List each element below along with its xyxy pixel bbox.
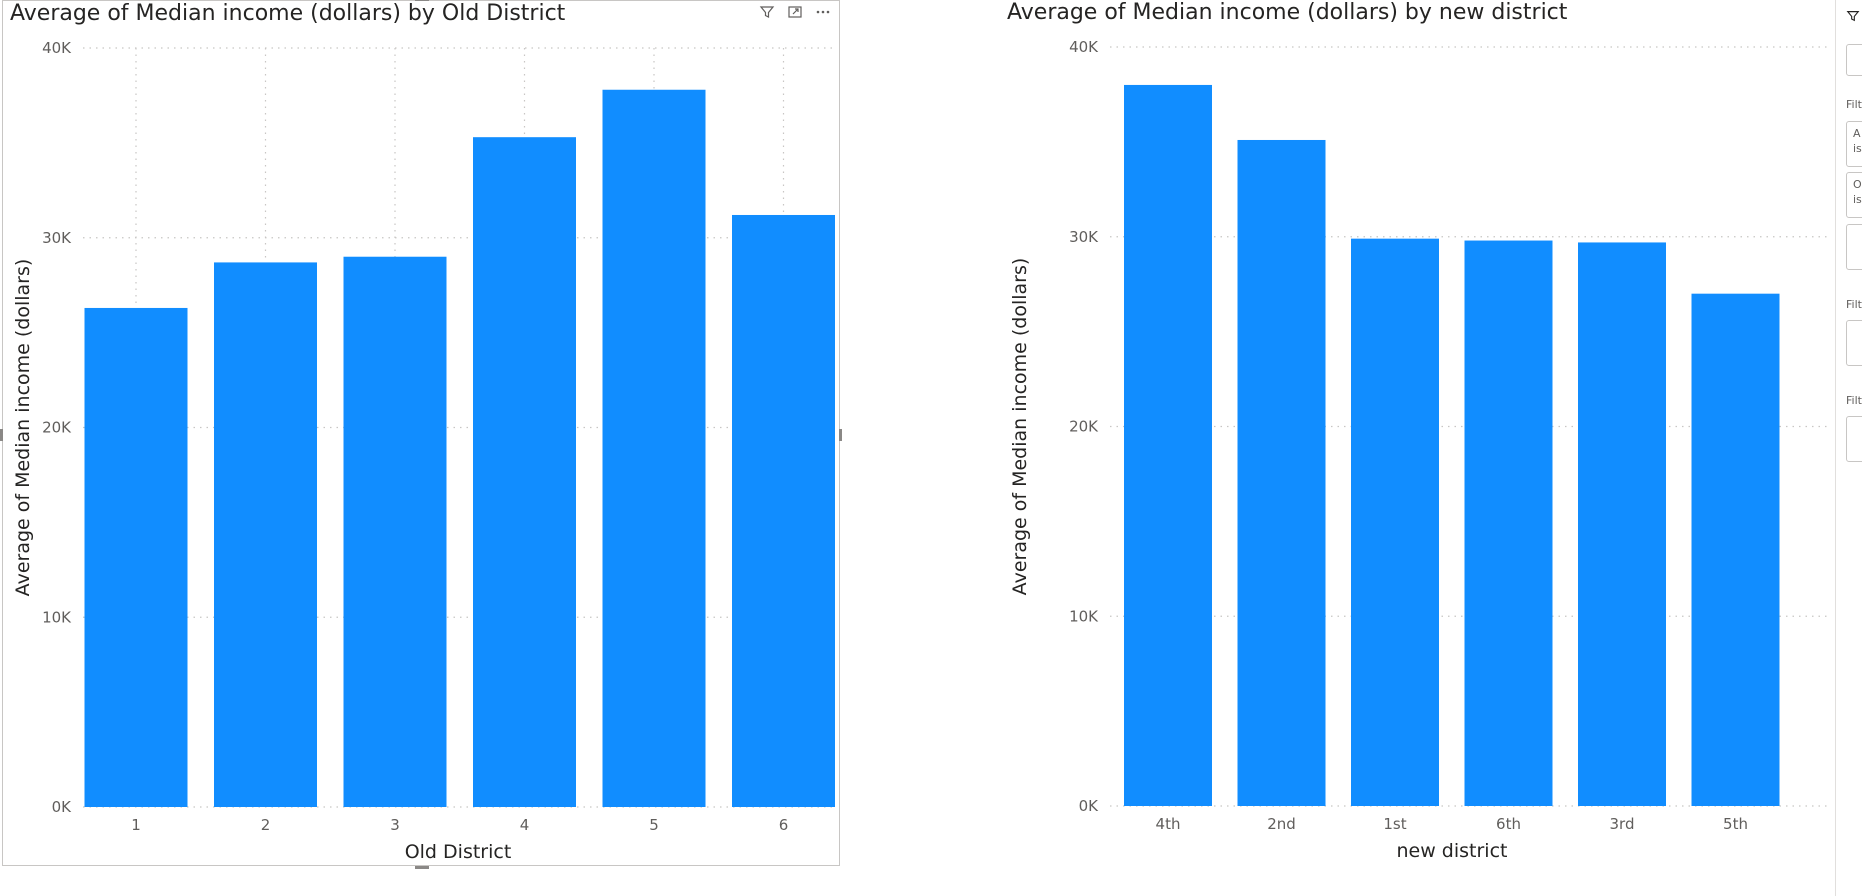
resize-handle-top[interactable] xyxy=(415,0,429,1)
resize-handle-bottom[interactable] xyxy=(415,866,429,869)
add-filter-box[interactable] xyxy=(1846,224,1862,270)
x-tick-label: 1st xyxy=(1383,815,1406,833)
x-tick-label: 2nd xyxy=(1267,815,1296,833)
bar-4[interactable] xyxy=(473,137,576,807)
x-tick-label: 6 xyxy=(779,816,789,834)
y-tick-label: 30K xyxy=(42,229,72,247)
x-tick-label: 3 xyxy=(390,816,400,834)
y-tick-label: 30K xyxy=(1069,228,1099,246)
x-tick-label: 4 xyxy=(520,816,530,834)
bar-5th[interactable] xyxy=(1691,293,1780,806)
add-filter-box[interactable] xyxy=(1846,320,1862,366)
bar-3rd[interactable] xyxy=(1578,242,1666,806)
y-tick-label: 20K xyxy=(42,419,72,437)
x-axis-title: Old District xyxy=(405,841,512,863)
filter-icon[interactable] xyxy=(759,4,775,20)
x-tick-label: 6th xyxy=(1496,815,1521,833)
visual-old-district[interactable]: Average of Median income (dollars) by Ol… xyxy=(0,0,842,869)
bar-3[interactable] xyxy=(343,256,447,808)
filter-pane[interactable]: Filt A is O is Filt Filt xyxy=(1835,0,1862,896)
visual-header xyxy=(759,4,831,20)
y-axis-title: Average of Median income (dollars) xyxy=(12,259,34,597)
focus-mode-icon[interactable] xyxy=(787,4,803,20)
more-options-icon[interactable] xyxy=(815,4,831,20)
resize-handle-left[interactable] xyxy=(0,429,3,441)
x-tick-label: 1 xyxy=(131,816,141,834)
y-tick-label: 40K xyxy=(42,39,72,57)
x-tick-label: 5th xyxy=(1723,815,1748,833)
x-tick-label: 5 xyxy=(649,816,659,834)
x-tick-label: 3rd xyxy=(1610,815,1635,833)
y-tick-label: 0K xyxy=(52,798,73,816)
bar-1[interactable] xyxy=(84,307,188,807)
bar-6th[interactable] xyxy=(1464,240,1553,807)
bar-4th[interactable] xyxy=(1124,84,1212,806)
filter-card-text: A is xyxy=(1853,127,1862,155)
x-tick-label: 2 xyxy=(261,816,271,834)
filter-section-label: Filt xyxy=(1846,98,1862,111)
filter-pane-collapse-button[interactable] xyxy=(1846,44,1862,76)
bar-1st[interactable] xyxy=(1351,238,1439,806)
y-tick-label: 40K xyxy=(1069,38,1099,56)
visual-new-district[interactable]: Average of Median income (dollars) by ne… xyxy=(1000,0,1835,866)
bar-chart-new-district: 0K 10K 20K 30K 40K 4th 2nd 1st 6th 3rd 5th new dist… xyxy=(1009,38,1830,862)
filter-section-label: Filt xyxy=(1846,394,1862,407)
bar-chart-old-district: 0K 10K 20K 30K 40K 1 2 3 4 5 6 Old District Average … xyxy=(12,39,837,863)
x-tick-label: 4th xyxy=(1156,815,1181,833)
y-tick-label: 10K xyxy=(1069,607,1099,625)
y-tick-label: 20K xyxy=(1069,418,1099,436)
bar-5[interactable] xyxy=(602,89,706,808)
filter-card[interactable]: A is xyxy=(1846,121,1862,167)
resize-handle-right[interactable] xyxy=(839,429,842,441)
filter-pane-icon[interactable] xyxy=(1846,8,1860,27)
add-filter-box[interactable] xyxy=(1846,416,1862,462)
chart-title: Average of Median income (dollars) by ne… xyxy=(1007,0,1568,25)
y-axis-title: Average of Median income (dollars) xyxy=(1009,258,1031,596)
bar-2[interactable] xyxy=(214,262,317,808)
filter-card-text: O is xyxy=(1853,178,1862,206)
chart-title: Average of Median income (dollars) by Ol… xyxy=(10,1,566,26)
y-tick-label: 10K xyxy=(42,608,72,626)
bar-6[interactable] xyxy=(732,214,835,808)
filter-card[interactable]: O is xyxy=(1846,172,1862,218)
bar-2nd[interactable] xyxy=(1237,139,1326,807)
filter-section-label: Filt xyxy=(1846,298,1862,311)
x-axis-title: new district xyxy=(1397,840,1508,862)
y-tick-label: 0K xyxy=(1079,797,1100,815)
